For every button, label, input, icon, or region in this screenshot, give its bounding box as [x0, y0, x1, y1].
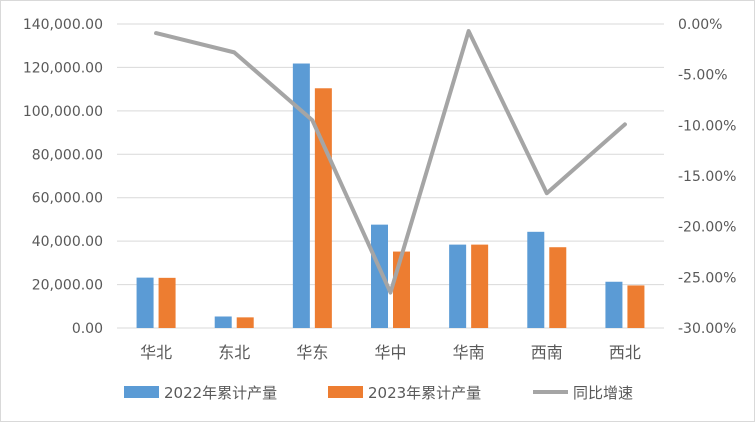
bar-2022-6 — [605, 281, 623, 328]
y-left-tick-label: 100,000.00 — [23, 104, 103, 120]
x-axis: 华北 东北 华东 华中 华南 西南 西北 — [140, 343, 641, 362]
legend-swatch-1 — [328, 386, 363, 398]
legend-label-1: 2023年累计产量 — [368, 384, 481, 402]
bar-2023-5 — [549, 247, 567, 328]
y-right-tick-label: -25.00% — [678, 270, 736, 286]
bar-2023-3 — [393, 251, 410, 328]
bar-2023-4 — [471, 244, 489, 328]
y-left-tick-label: 40,000.00 — [32, 234, 103, 250]
bar-2023-2 — [314, 88, 332, 328]
legend-swatch-0 — [124, 386, 159, 398]
legend-label-0: 2022年累计产量 — [164, 384, 277, 402]
bar-2022-4 — [449, 244, 467, 328]
growth-line — [154, 29, 627, 295]
bar-2023-6 — [627, 285, 645, 328]
y-axis-left: 0.00 20,000.00 40,000.00 60,000.00 80,000.00… — [23, 17, 103, 337]
x-category-label: 华北 — [140, 343, 172, 362]
x-category-label: 华南 — [453, 343, 485, 362]
x-category-label: 西南 — [531, 343, 563, 362]
x-category-label: 华中 — [374, 343, 406, 362]
y-left-tick-label: 120,000.00 — [23, 60, 103, 76]
growth-rate-line — [154, 29, 627, 295]
y-right-tick-label: -20.00% — [678, 220, 736, 236]
bar-2022-0 — [136, 277, 154, 328]
y-right-tick-label: -10.00% — [678, 118, 736, 134]
x-category-label: 东北 — [218, 343, 250, 362]
x-category-label: 华东 — [296, 343, 328, 362]
y-axis-right: -30.00% -25.00% -20.00% -15.00% -10.00% -5.00… — [678, 17, 736, 337]
y-left-tick-label: 20,000.00 — [32, 278, 103, 294]
bar-2023-0 — [158, 277, 176, 328]
y-left-tick-label: 0.00 — [72, 321, 103, 337]
gridlines — [117, 23, 664, 329]
y-right-tick-label: -15.00% — [678, 169, 736, 185]
bar-2022-3 — [371, 224, 388, 328]
bar-2022-2 — [292, 63, 310, 329]
bar-2022-5 — [527, 231, 545, 328]
bar-2023-1 — [236, 317, 254, 328]
y-right-tick-label: -5.00% — [678, 68, 728, 84]
y-right-tick-label: -30.00% — [678, 321, 736, 337]
bar-2022-1 — [214, 316, 232, 328]
y-right-tick-label: 0.00% — [678, 17, 722, 33]
x-category-label: 西北 — [609, 343, 641, 362]
y-left-tick-label: 80,000.00 — [32, 147, 103, 163]
y-left-tick-label: 60,000.00 — [32, 191, 103, 207]
legend: 2022年累计产量 2023年累计产量 同比增速 — [124, 384, 633, 402]
y-left-tick-label: 140,000.00 — [23, 17, 103, 33]
legend-label-2: 同比增速 — [573, 384, 633, 402]
